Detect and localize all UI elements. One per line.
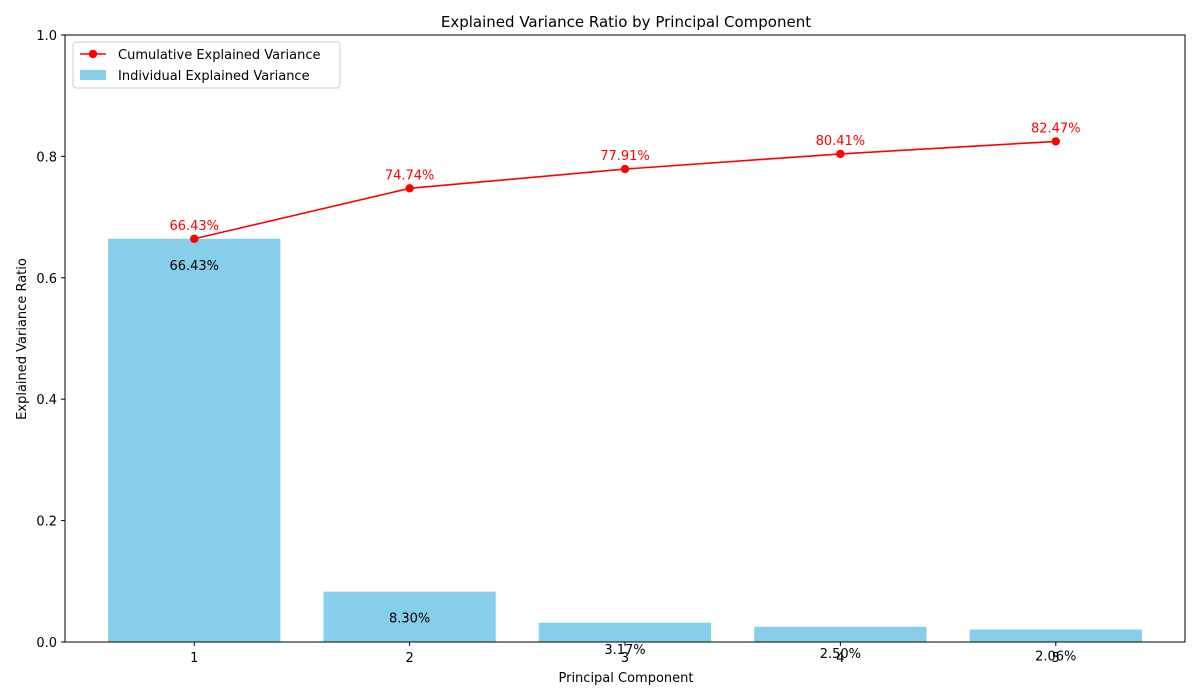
x-tick-label: 3 bbox=[621, 651, 629, 666]
y-tick-label: 0.2 bbox=[36, 515, 57, 530]
cumulative-value-label: 66.43% bbox=[169, 219, 219, 234]
bar-value-label: 2.50% bbox=[820, 647, 861, 662]
y-tick-label: 0.0 bbox=[36, 636, 57, 651]
bar-value-label: 2.06% bbox=[1035, 649, 1076, 664]
cumulative-value-label: 74.74% bbox=[385, 168, 435, 183]
x-tick-label: 2 bbox=[405, 651, 413, 666]
x-tick-label: 1 bbox=[190, 651, 198, 666]
cumulative-value-label: 82.47% bbox=[1031, 121, 1081, 136]
legend-box bbox=[72, 41, 341, 89]
y-tick-label: 0.4 bbox=[36, 393, 57, 408]
bar-value-label: 3.17% bbox=[604, 643, 645, 658]
cumulative-point-marker bbox=[836, 149, 845, 159]
cumulative-point-marker bbox=[620, 164, 630, 174]
bar-pc-3 bbox=[538, 622, 712, 642]
y-axis: 0.0 0.2 0.4 0.6 0.8 1.0 bbox=[36, 29, 65, 651]
x-axis: 1 2 3 4 5 bbox=[190, 642, 1060, 666]
x-tick-label: 5 bbox=[1052, 651, 1060, 666]
x-axis-label: Principal Component bbox=[558, 671, 693, 686]
legend-line-marker bbox=[88, 49, 98, 59]
x-tick-label: 4 bbox=[836, 651, 844, 666]
plot-area: 66.43% 8.30% 3.17% 2.50% 2.06% 66.43% 74.74% 77… bbox=[108, 121, 1142, 664]
y-tick-label: 0.6 bbox=[36, 272, 57, 287]
y-tick-label: 1.0 bbox=[36, 29, 57, 44]
cumulative-point-marker bbox=[405, 184, 414, 193]
cumulative-point-marker bbox=[190, 234, 199, 243]
bar-value-label: 8.30% bbox=[389, 612, 430, 627]
bar-pc-2 bbox=[323, 591, 496, 642]
legend-label-individual: Individual Explained Variance bbox=[118, 69, 310, 84]
chart-title: Explained Variance Ratio by Principal Co… bbox=[441, 13, 811, 31]
cumulative-point-marker bbox=[1051, 137, 1060, 146]
bar-pc-4 bbox=[754, 626, 927, 642]
y-axis-label: Explained Variance Ratio bbox=[15, 258, 30, 420]
bar-pc-5 bbox=[969, 629, 1142, 642]
legend-label-cumulative: Cumulative Explained Variance bbox=[118, 48, 320, 63]
y-tick-label: 0.8 bbox=[36, 150, 57, 165]
bar-value-label: 66.43% bbox=[169, 259, 219, 274]
cumulative-value-label: 77.91% bbox=[600, 149, 650, 164]
legend-bar-swatch bbox=[80, 70, 106, 80]
legend: Cumulative Explained Variance Individual… bbox=[72, 41, 341, 89]
bar-pc-1 bbox=[108, 238, 281, 642]
cumulative-value-label: 80.41% bbox=[816, 134, 866, 149]
